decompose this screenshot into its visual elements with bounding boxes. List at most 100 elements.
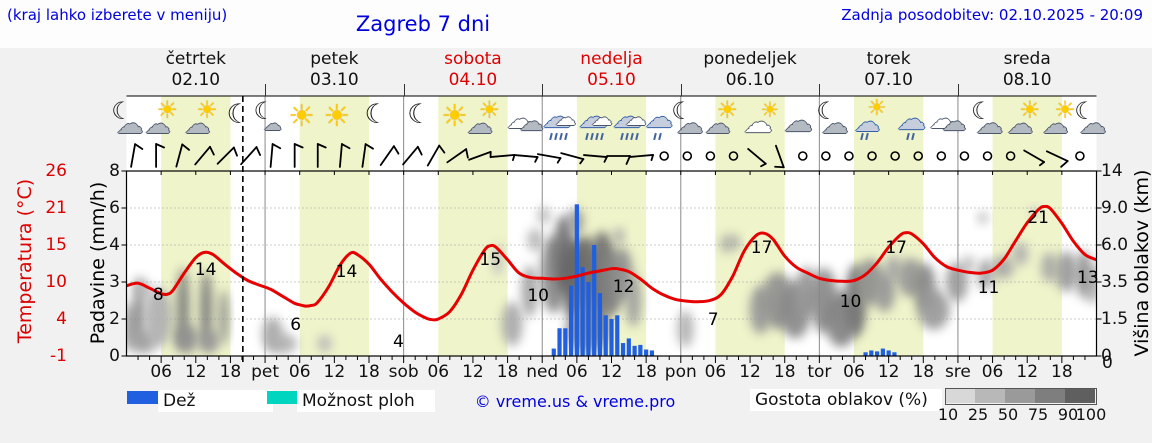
- cloud-blob: [677, 310, 694, 348]
- wind-barb-icon: [583, 154, 608, 163]
- cloud-blob: [134, 280, 151, 299]
- density-scale-segment: [1005, 388, 1035, 403]
- rain-bar: [638, 344, 643, 356]
- density-tick-label: 100: [1075, 405, 1107, 424]
- top-band: [0, 0, 1152, 48]
- density-scale-segment: [975, 388, 1005, 403]
- wind-barb-icon: [338, 143, 351, 168]
- calm-wind-icon: [728, 151, 739, 161]
- wind-barbs: [130, 143, 1085, 169]
- rain-legend-label: Dež: [158, 390, 273, 412]
- wind-barb-icon: [629, 154, 654, 162]
- cloud-blob: [173, 323, 199, 354]
- wind-barb-icon: [513, 154, 539, 163]
- rain-bar: [615, 315, 620, 356]
- cloud-blob: [729, 234, 740, 251]
- wind-barb-icon: [293, 143, 304, 168]
- showers-legend-swatch: [267, 391, 298, 404]
- rain-bar: [574, 204, 579, 356]
- page-title: Zagreb 7 dni: [355, 12, 491, 36]
- rain-bar: [632, 345, 637, 356]
- calm-wind-icon: [705, 151, 716, 161]
- rain-bar: [592, 245, 597, 356]
- calm-wind-icon: [682, 151, 693, 161]
- calm-wind-icon: [982, 151, 993, 161]
- wind-barb-icon: [774, 144, 785, 169]
- cloud-blob: [720, 234, 731, 254]
- rain-legend-swatch: [127, 391, 158, 404]
- calm-wind-icon: [1005, 151, 1016, 161]
- density-scale-segment: [945, 388, 975, 403]
- cloud-blob: [267, 333, 298, 354]
- density-tick-label: 25: [967, 405, 989, 424]
- cloud-blob: [1041, 252, 1058, 282]
- wind-barb-icon: [1023, 149, 1046, 167]
- rain-bar: [563, 328, 568, 356]
- density-scale-segment: [1035, 388, 1065, 403]
- wind-barb-icon: [216, 146, 238, 165]
- cloud-blob: [143, 287, 173, 348]
- day-band: [992, 96, 1062, 356]
- rain-bar: [568, 285, 574, 356]
- rain-bar: [626, 338, 631, 356]
- wind-barb-icon: [130, 143, 144, 168]
- temp-axis-title: Temperatura (°C): [14, 178, 36, 344]
- cloud-blob: [501, 301, 523, 347]
- precip-axis-title: Padavine (mm/h): [87, 181, 109, 345]
- calm-wind-icon: [844, 151, 854, 161]
- cloud-blob: [1087, 263, 1097, 305]
- rain-bar: [886, 350, 891, 356]
- cloud-blob: [1055, 251, 1078, 292]
- cloud-blob: [917, 289, 950, 330]
- wind-barb-icon: [361, 143, 374, 168]
- wind-barb-icon: [379, 145, 400, 166]
- cloud-density-label: Gostota oblakov (%): [750, 389, 942, 411]
- rain-bar: [597, 293, 603, 356]
- calm-wind-icon: [890, 151, 900, 161]
- calm-wind-icon: [959, 151, 970, 161]
- cloud-blob: [977, 211, 988, 225]
- density-tick-label: 75: [1027, 405, 1049, 424]
- wind-barb-icon: [426, 144, 446, 167]
- wind-barb-icon: [175, 143, 191, 168]
- rain-bar: [609, 319, 614, 356]
- menu-hint: (kraj lahko izberete v meniju): [7, 6, 228, 24]
- temperature-curve: [126, 204, 1097, 322]
- wind-barb-icon: [536, 153, 562, 164]
- rain-bar: [644, 349, 649, 356]
- day-band: [299, 96, 369, 356]
- wind-barb-icon: [747, 148, 767, 168]
- cloud-cover-layer: [126, 207, 1097, 354]
- density-tick-label: 10: [937, 405, 959, 424]
- copyright-link[interactable]: © vreme.us & vreme.pro: [474, 392, 676, 411]
- cloud-blob: [537, 207, 551, 224]
- rain-bar: [880, 348, 885, 356]
- density-scale-frame: [945, 388, 1097, 405]
- showers-legend-label: Možnost ploh: [297, 390, 435, 412]
- calm-wind-icon: [797, 151, 808, 161]
- rain-bar: [557, 328, 562, 356]
- wind-barb-icon: [155, 143, 165, 168]
- rain-bar: [869, 350, 874, 356]
- wind-barb-icon: [560, 152, 585, 165]
- wind-barb-icon: [446, 148, 469, 164]
- rain-bar: [874, 351, 880, 356]
- rain-bar: [892, 352, 897, 356]
- wind-barb-icon: [240, 146, 262, 166]
- cloud-blob: [198, 328, 220, 354]
- rain-bar: [649, 350, 655, 356]
- wind-barb-icon: [1045, 150, 1069, 168]
- rain-bar: [603, 315, 608, 356]
- rain-bar: [620, 343, 626, 356]
- cloud-blob: [1012, 242, 1029, 266]
- calm-wind-icon: [659, 151, 669, 161]
- rain-bar: [580, 267, 585, 356]
- rain-bar: [586, 282, 591, 356]
- cloud-blob: [521, 265, 538, 318]
- density-tick-label: 90: [1057, 405, 1079, 424]
- calm-wind-icon: [913, 151, 924, 161]
- wind-barb-icon: [316, 143, 327, 168]
- calm-wind-icon: [867, 151, 877, 161]
